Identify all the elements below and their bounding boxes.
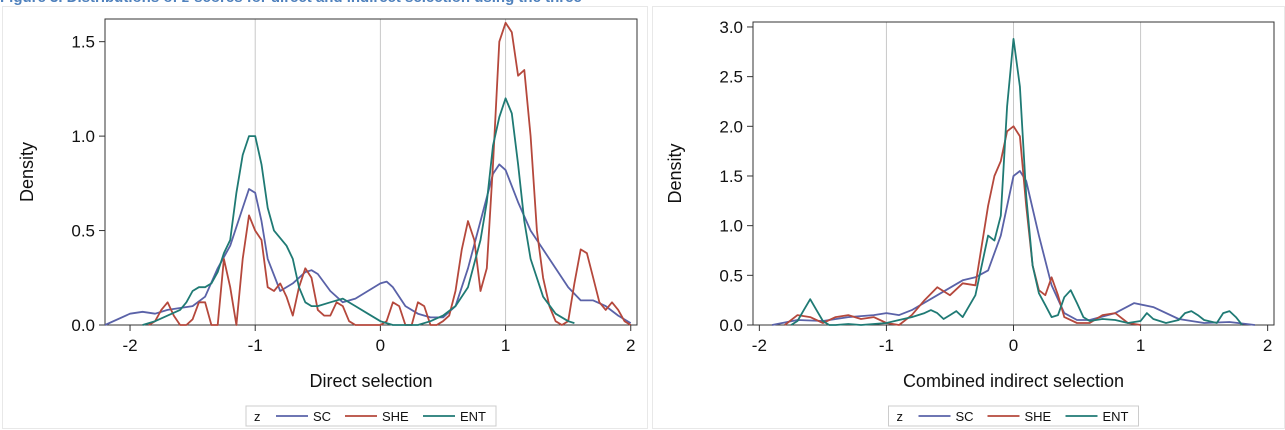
legend-title: z (254, 409, 261, 424)
legend-title: z (897, 409, 904, 424)
y-tick-label: 2.5 (719, 68, 743, 87)
y-axis-label: Density (665, 143, 685, 203)
plot-frame (104, 18, 638, 326)
y-tick-label: 0.5 (71, 222, 95, 241)
x-tick-label: 0 (376, 336, 385, 355)
y-tick-label: 0.0 (719, 316, 743, 335)
chart-panel-combined-indirect-selection: 0.0 0.5 1.0 1.5 2.0 2.5 3.0 -2 -1 0 1 2 Combined ind… (652, 6, 1285, 429)
y-tick-label: 1.0 (71, 127, 95, 146)
x-tick-label: -2 (122, 336, 137, 355)
series-line-she (784, 125, 1141, 326)
series-line-ent (142, 97, 575, 326)
chart-direct-selection: 0.0 0.5 1.0 1.5 -2 -1 0 1 2 Direct selection Densi… (17, 18, 638, 427)
x-axis-label: Combined indirect selection (903, 371, 1124, 391)
y-tick-label: 1.5 (719, 167, 743, 186)
x-tick-label: -2 (752, 336, 767, 355)
series-line-sc (104, 163, 632, 326)
series-line-sc (771, 170, 1256, 326)
y-tick-label: 1.0 (719, 217, 743, 236)
series-line-ent (790, 37, 1243, 326)
figure-caption: Figure 3. Distributions of z-scores for … (0, 0, 1285, 9)
y-tick-label: 3.0 (719, 18, 743, 37)
x-tick-label: 1 (1136, 336, 1145, 355)
x-tick-label: -1 (879, 336, 894, 355)
legend-label-ent: ENT (1103, 409, 1129, 424)
y-tick-label: 2.0 (719, 117, 743, 136)
y-axis-label: Density (17, 142, 37, 202)
legend-label-sc: SC (313, 409, 331, 424)
legend-label-she: SHE (382, 409, 409, 424)
y-tick-label: 0.0 (71, 316, 95, 335)
series-line-she (148, 21, 632, 326)
y-tick-label: 0.5 (719, 266, 743, 285)
x-tick-label: 0 (1009, 336, 1018, 355)
x-tick-label: 2 (1263, 336, 1272, 355)
x-axis-label: Direct selection (309, 371, 432, 391)
legend-label-she: SHE (1025, 409, 1052, 424)
x-tick-label: 1 (501, 336, 510, 355)
x-tick-label: 2 (626, 336, 635, 355)
y-tick-label: 1.5 (71, 33, 95, 52)
legend-label-ent: ENT (460, 409, 486, 424)
legend-label-sc: SC (956, 409, 974, 424)
chart-panel-direct-selection: 0.0 0.5 1.0 1.5 -2 -1 0 1 2 Direct selection Densi… (2, 6, 648, 429)
x-tick-label: -1 (248, 336, 263, 355)
chart-combined-indirect-selection: 0.0 0.5 1.0 1.5 2.0 2.5 3.0 -2 -1 0 1 2 Combined ind… (665, 18, 1275, 427)
